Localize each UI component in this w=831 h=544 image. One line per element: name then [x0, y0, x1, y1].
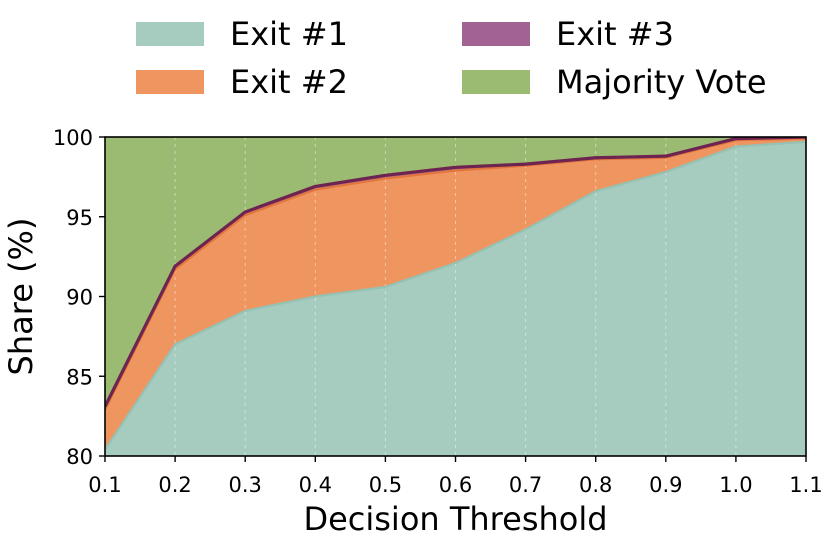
- legend-swatch-exit-2: [136, 70, 204, 94]
- x-tick-label: 0.5: [369, 473, 402, 497]
- x-tick-label: 0.3: [228, 473, 261, 497]
- y-tick-label: 100: [53, 126, 93, 150]
- legend-item-exit-2: Exit #2: [136, 66, 348, 98]
- y-tick-label: 90: [66, 286, 93, 310]
- legend-label-exit-3: Exit #3: [556, 15, 674, 53]
- line-exit-3: [105, 137, 806, 408]
- y-axis-title: Share (%): [2, 218, 40, 376]
- legend-swatch-majority-vote: [462, 70, 530, 94]
- y-tick-label: 95: [66, 206, 93, 230]
- y-tick-label: 80: [66, 445, 93, 469]
- legend-swatch-exit-1: [136, 22, 204, 46]
- legend-swatch-exit-3: [462, 22, 530, 46]
- x-tick-label: 0.9: [649, 473, 682, 497]
- line-exit-1: [105, 140, 806, 451]
- area-majority-vote: [105, 137, 806, 407]
- area-exit-2: [105, 138, 806, 450]
- area-exit-1: [105, 141, 806, 456]
- legend-label-exit-1: Exit #1: [230, 15, 348, 53]
- x-tick-label: 0.2: [158, 473, 191, 497]
- x-tick-label: 1.1: [789, 473, 822, 497]
- series-lines: [105, 137, 806, 451]
- x-tick-label: 1.0: [719, 473, 752, 497]
- x-tick-label: 0.7: [509, 473, 542, 497]
- legend-label-majority-vote: Majority Vote: [556, 63, 767, 101]
- y-tick-label: 85: [66, 365, 93, 389]
- legend-item-exit-3: Exit #3: [462, 18, 674, 50]
- y-axis: 80 85 90 95 100: [53, 126, 105, 469]
- legend: Exit #1 Exit #2 Exit #3 Majority Vote: [0, 0, 831, 110]
- area-layers: [105, 137, 806, 456]
- x-axis-title: Decision Threshold: [303, 500, 607, 538]
- x-tick-label: 0.6: [439, 473, 472, 497]
- x-tick-label: 0.4: [299, 473, 332, 497]
- legend-item-majority-vote: Majority Vote: [462, 66, 767, 98]
- x-tick-label: 0.1: [88, 473, 121, 497]
- legend-item-exit-1: Exit #1: [136, 18, 348, 50]
- x-axis: 0.1 0.2 0.3 0.4 0.5 0.6 0.7 0.8 0.9 1.0 1.1: [88, 456, 823, 497]
- x-tick-label: 0.8: [579, 473, 612, 497]
- legend-label-exit-2: Exit #2: [230, 63, 348, 101]
